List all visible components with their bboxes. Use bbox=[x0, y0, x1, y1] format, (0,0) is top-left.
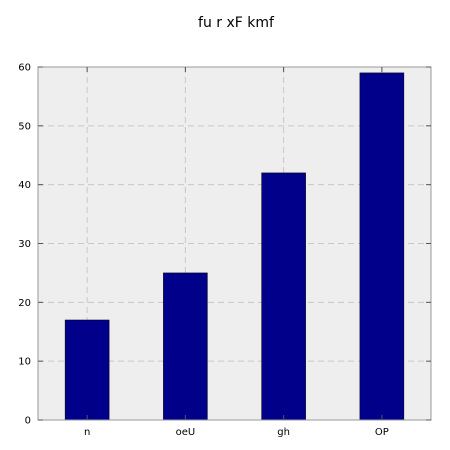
x-tick-label-oeU: oeU bbox=[176, 427, 196, 438]
y-tick-label-1: 10 bbox=[18, 357, 31, 368]
x-tick-label-gh: gh bbox=[277, 427, 290, 438]
bar-gh bbox=[261, 172, 306, 421]
y-tick-label-4: 40 bbox=[18, 180, 31, 191]
bar-oeU bbox=[163, 272, 208, 421]
y-tick-label-6: 60 bbox=[18, 63, 31, 74]
bars bbox=[64, 72, 405, 421]
x-tick-label-OP: OP bbox=[375, 427, 389, 438]
chart-title: fu r xF kmf bbox=[198, 15, 275, 31]
x-tick-label-n: n bbox=[84, 427, 90, 438]
bar-n bbox=[64, 319, 110, 421]
y-tick-label-5: 50 bbox=[18, 121, 31, 132]
y-tick-label-0: 0 bbox=[25, 416, 31, 427]
y-tick-label-3: 30 bbox=[18, 239, 31, 250]
bar-OP bbox=[359, 72, 405, 421]
axis-ticks: 0 10 20 30 40 50 60 n oeU gh OP bbox=[18, 63, 431, 438]
y-tick-label-2: 20 bbox=[18, 298, 31, 309]
